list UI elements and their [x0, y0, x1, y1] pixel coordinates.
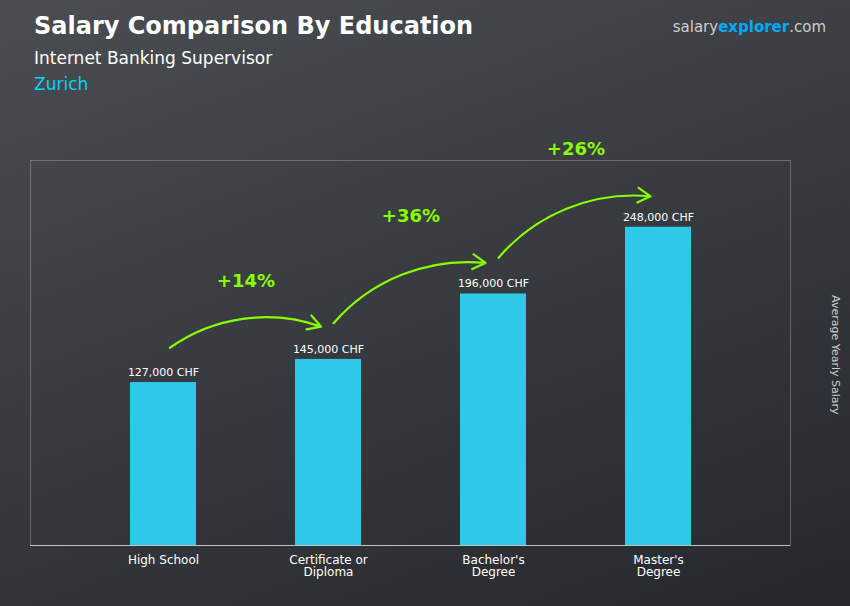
- html-text:Salary Comparison By Education: Salary Comparison By Education: [34, 12, 474, 40]
- svg-text:145,000 CHF: 145,000 CHF: [293, 343, 364, 356]
- svg-text:127,000 CHF: 127,000 CHF: [128, 366, 199, 379]
- svg-text:+26%: +26%: [547, 138, 605, 159]
- html-text:Internet Banking Supervisor: Internet Banking Supervisor: [34, 48, 273, 68]
- svg-text:+14%: +14%: [217, 270, 275, 291]
- svg-text:Certificate orDiploma: Certificate orDiploma: [289, 553, 367, 579]
- html-text:salary explorer.com: salary explorer.com: [672, 18, 826, 36]
- svg-text:Master'sDegree: Master'sDegree: [633, 553, 684, 579]
- svg-text:196,000 CHF: 196,000 CHF: [458, 277, 529, 290]
- svg-text:Bachelor'sDegree: Bachelor'sDegree: [462, 553, 524, 579]
- html-text:Average Yearly Salary: Average Yearly Salary: [828, 295, 842, 415]
- svg-text:248,000 CHF: 248,000 CHF: [623, 211, 694, 224]
- html-text:Zurich: Zurich: [34, 74, 89, 94]
- svg-text:+36%: +36%: [382, 205, 440, 226]
- svg-text:High School: High School: [128, 553, 199, 567]
